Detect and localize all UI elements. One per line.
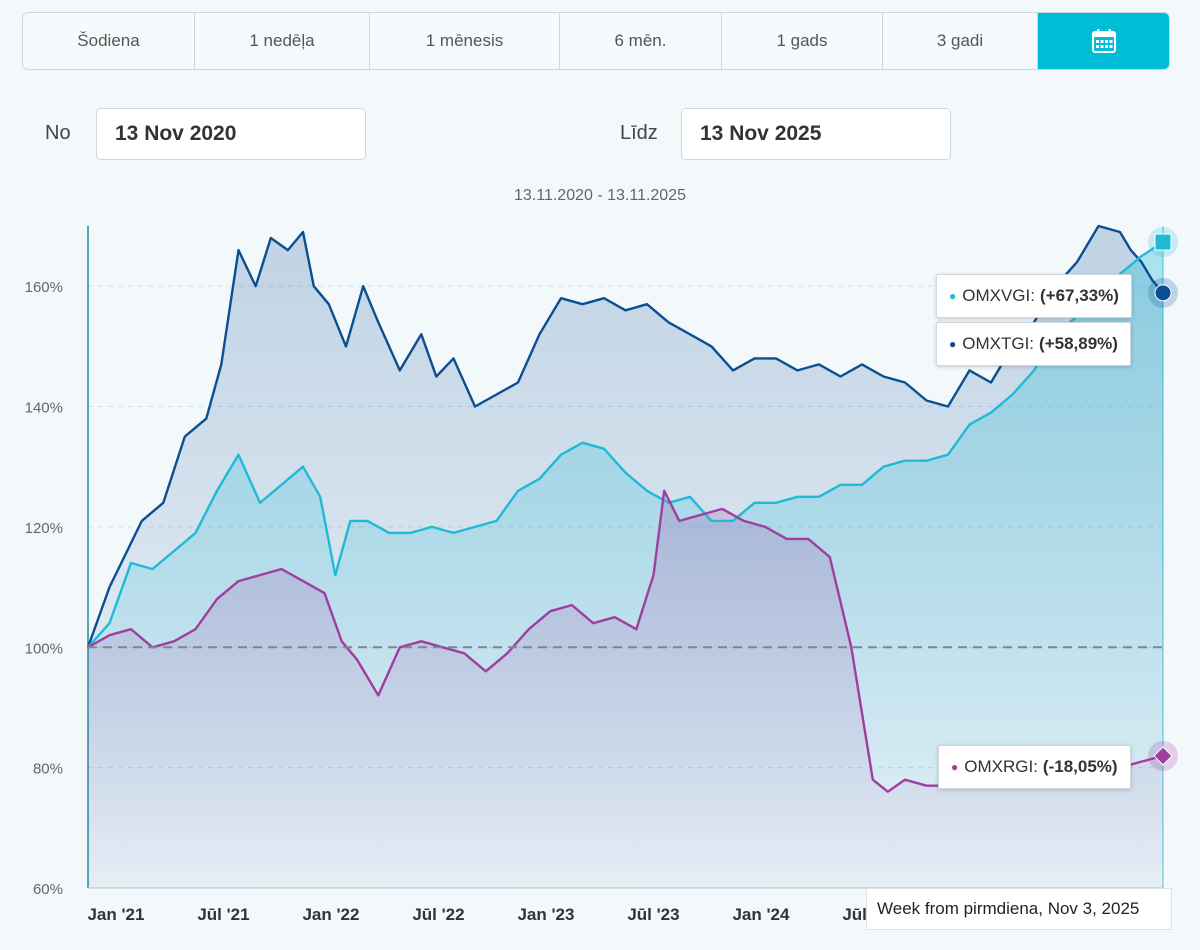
to-label: Līdz (620, 122, 658, 144)
end-marker-omxrgi (1153, 746, 1173, 766)
y-tick-label: 80% (33, 761, 63, 778)
tab-3-years[interactable]: 3 gadi (883, 13, 1038, 69)
tooltip-omxvgi-name: OMXVGI: (962, 286, 1035, 305)
x-tick-label: Jūl '21 (197, 905, 249, 924)
series-area-omxrgi (88, 490, 1163, 888)
y-tick-label: 60% (33, 881, 63, 898)
series-dot-icon: ● (951, 760, 959, 774)
y-tick-label: 140% (25, 400, 63, 417)
week-tooltip: Week from pirmdiena, Nov 3, 2025 (866, 888, 1172, 930)
tooltip-omxtgi-value: (+58,89%) (1039, 334, 1118, 353)
tooltip-omxtgi-name: OMXTGI: (962, 334, 1035, 353)
tooltip-omxtgi: ● OMXTGI: (+58,89%) (936, 322, 1131, 366)
end-marker-omxvgi (1154, 233, 1172, 251)
tab-6-months[interactable]: 6 mēn. (560, 13, 722, 69)
series-dot-icon: ● (949, 337, 957, 351)
y-tick-label: 100% (25, 640, 63, 657)
y-tick-label: 120% (25, 520, 63, 537)
x-tick-label: Jan '24 (732, 905, 790, 924)
y-tick-label: 160% (25, 279, 63, 296)
x-tick-label: Jan '22 (302, 905, 359, 924)
tooltip-omxrgi: ● OMXRGI: (-18,05%) (938, 745, 1131, 789)
tooltip-omxrgi-name: OMXRGI: (964, 757, 1038, 776)
x-tick-label: Jūl '23 (627, 905, 679, 924)
tooltip-omxrgi-value: (-18,05%) (1042, 757, 1118, 776)
end-marker-omxtgi (1154, 284, 1172, 302)
tab-month[interactable]: 1 mēnesis (370, 13, 560, 69)
series-line-omxvgi (87, 241, 1164, 649)
tab-custom-range[interactable] (1038, 13, 1169, 69)
tab-1-year[interactable]: 1 gads (722, 13, 883, 69)
series-dot-icon: ● (949, 289, 957, 303)
tab-today[interactable]: Šodiena (23, 13, 195, 69)
from-label: No (45, 122, 71, 144)
x-tick-label: Jūl '22 (412, 905, 464, 924)
chart-title: 13.11.2020 - 13.11.2025 (514, 187, 686, 204)
x-tick-label: Jan '21 (87, 905, 144, 924)
calendar-icon (1091, 29, 1116, 53)
to-date-input[interactable]: 13 Nov 2025 (681, 108, 951, 160)
x-tick-label: Jan '23 (517, 905, 574, 924)
from-date-input[interactable]: 13 Nov 2020 (96, 108, 366, 160)
tab-week[interactable]: 1 nedēļa (195, 13, 370, 69)
tooltip-omxvgi-value: (+67,33%) (1039, 286, 1119, 305)
tooltip-omxvgi: ● OMXVGI: (+67,33%) (936, 274, 1132, 318)
period-tabs: Šodiena 1 nedēļa 1 mēnesis 6 mēn. 1 gads… (22, 12, 1170, 70)
